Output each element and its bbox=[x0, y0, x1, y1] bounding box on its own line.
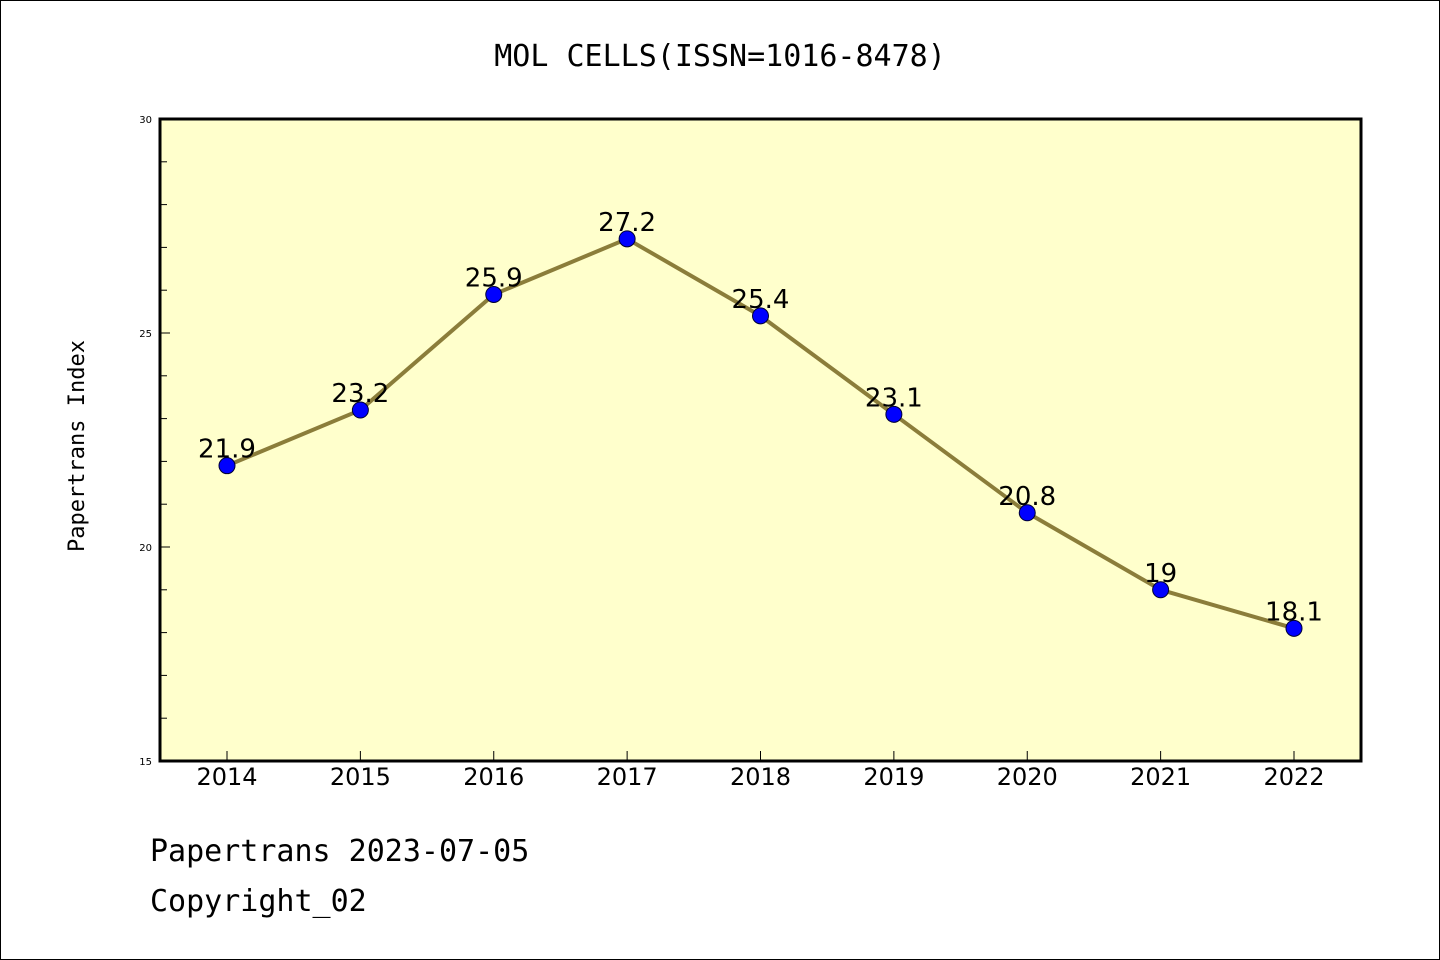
x-tick-label: 2016 bbox=[463, 763, 524, 791]
data-label: 21.9 bbox=[198, 435, 256, 465]
data-label: 20.8 bbox=[998, 482, 1056, 512]
data-point bbox=[218, 457, 236, 475]
data-label: 23.1 bbox=[865, 383, 923, 413]
y-tick-label: 25 bbox=[139, 329, 152, 340]
x-tick-label: 2020 bbox=[997, 763, 1058, 791]
x-tick-label: 2014 bbox=[196, 763, 257, 791]
data-label: 25.4 bbox=[732, 285, 790, 315]
data-label: 23.2 bbox=[331, 379, 389, 409]
data-label: 19 bbox=[1144, 559, 1177, 589]
y-tick-label: 15 bbox=[139, 757, 152, 768]
data-point bbox=[1018, 504, 1036, 522]
x-tick-label: 2019 bbox=[863, 763, 924, 791]
footer-source-date: Papertrans 2023-07-05 bbox=[150, 834, 530, 869]
x-tick-label: 2017 bbox=[597, 763, 658, 791]
data-label: 27.2 bbox=[598, 208, 656, 238]
footer-copyright: Copyright_02 bbox=[150, 884, 367, 919]
data-point bbox=[885, 405, 903, 423]
data-label: 25.9 bbox=[465, 263, 523, 293]
data-point bbox=[351, 401, 369, 419]
y-tick-label: 20 bbox=[139, 543, 152, 554]
chart-title: MOL CELLS(ISSN=1016-8478) bbox=[494, 39, 946, 74]
x-tick-label: 2018 bbox=[730, 763, 791, 791]
y-tick-label: 30 bbox=[139, 115, 152, 126]
data-point bbox=[752, 307, 769, 325]
data-point bbox=[1152, 581, 1170, 599]
plot-area bbox=[158, 117, 1363, 763]
series-group: 21.9 23.2 25.9 27.2 25.4 23.1 20.8 19 18.1 bbox=[198, 208, 1323, 637]
x-tick-label: 2015 bbox=[330, 763, 391, 791]
x-tick-label: 2022 bbox=[1263, 763, 1324, 791]
y-axis-ticks: 15 20 25 30 bbox=[139, 115, 170, 768]
y-axis-label: Papertrans Index bbox=[65, 340, 90, 552]
data-point bbox=[1285, 619, 1303, 637]
data-point bbox=[618, 230, 636, 248]
data-point bbox=[485, 285, 503, 303]
x-tick-label: 2021 bbox=[1130, 763, 1191, 791]
x-axis-ticks: 2014 2015 2016 2017 2018 2019 2020 2021 2022 bbox=[196, 751, 1325, 791]
data-label: 18.1 bbox=[1265, 597, 1323, 627]
